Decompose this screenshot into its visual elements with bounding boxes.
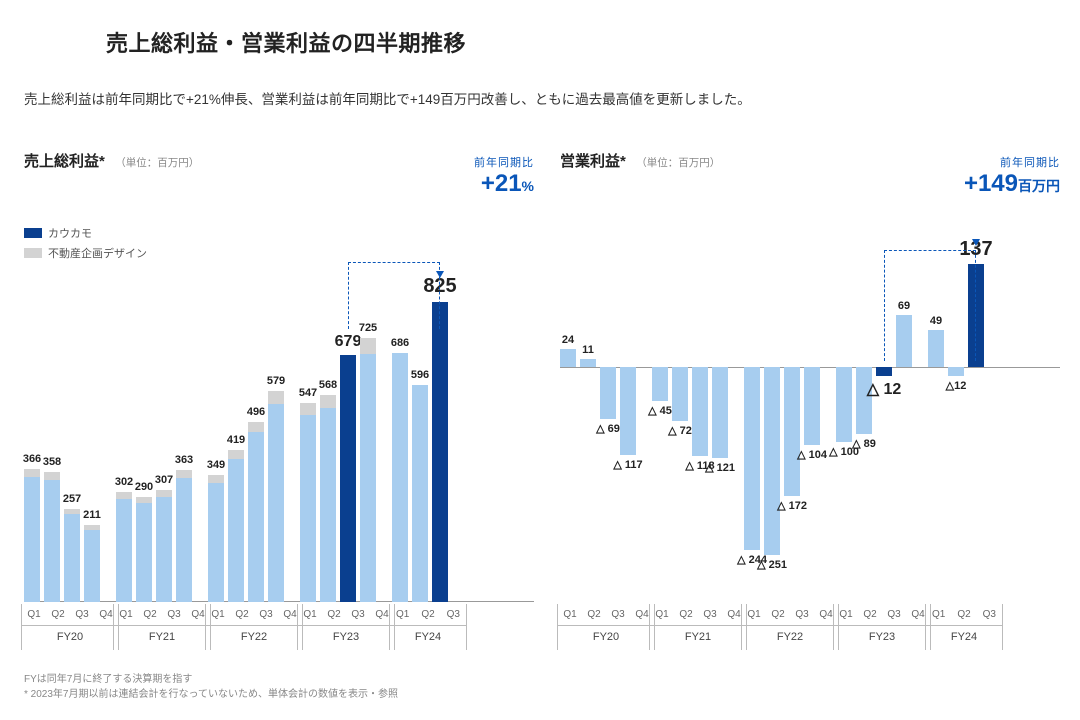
bar	[560, 349, 576, 367]
footnotes: FYは同年7月に終了する決算期を指す* 2023年7月期以前は連結会計を行なって…	[24, 672, 398, 702]
bar	[744, 367, 760, 550]
chart-title: 売上総利益*	[24, 153, 105, 170]
page-title: 売上総利益・営業利益の四半期推移	[106, 26, 466, 58]
bar-value-label: △ 72	[668, 424, 692, 437]
fy-group: Q1Q2Q3Q4FY21	[649, 604, 747, 650]
bar	[620, 367, 636, 455]
plot-area: 2411△ 69△ 117△ 45△ 72△ 118△ 121△ 244△ 25…	[560, 302, 1060, 602]
bar	[600, 367, 616, 419]
bar-value-label: 366	[23, 453, 41, 465]
chart-title: 営業利益*	[560, 153, 626, 170]
bar-value-label: 596	[411, 369, 429, 381]
bar	[136, 497, 152, 602]
bar	[948, 367, 964, 376]
bar	[208, 475, 224, 602]
bar-value-label: 496	[247, 406, 265, 418]
yoy-indicator: 前年同期比 +21%	[474, 154, 534, 198]
bar	[784, 367, 800, 496]
bar-value-label: 211	[83, 509, 101, 521]
bar	[268, 391, 284, 602]
bar-value-label: △ 251	[757, 558, 787, 571]
bar	[300, 403, 316, 602]
bar	[652, 367, 668, 401]
fy-group: Q1Q2Q3Q4FY23	[297, 604, 395, 650]
bar-value-label: 257	[63, 493, 81, 505]
bar-value-label: △ 12	[867, 379, 902, 399]
bar	[764, 367, 780, 555]
bar	[176, 470, 192, 602]
bar-value-label: 358	[43, 456, 61, 468]
bar	[228, 450, 244, 602]
x-axis: Q1Q2Q3Q4FY20Q1Q2Q3Q4FY21Q1Q2Q3Q4FY22Q1Q2…	[560, 602, 1060, 650]
bar-value-label: 419	[227, 434, 245, 446]
bar	[856, 367, 872, 434]
bar	[320, 395, 336, 602]
bar-value-label: △ 121	[705, 461, 735, 474]
bar	[712, 367, 728, 458]
bar-value-label: △ 117	[613, 458, 642, 471]
chart-unit: （単位：百万円）	[636, 157, 720, 169]
bar	[84, 525, 100, 602]
bar-value-label: 290	[135, 481, 153, 493]
fy-group: Q1Q2Q3Q4FY22	[205, 604, 303, 650]
bar-value-label: 302	[115, 476, 133, 488]
bar	[116, 492, 132, 602]
bar	[672, 367, 688, 421]
bar	[44, 472, 60, 602]
bar	[392, 353, 408, 602]
yoy-indicator: 前年同期比 +149百万円	[964, 154, 1060, 198]
fy-group: Q1Q2Q3FY24	[389, 604, 467, 650]
fy-group: Q1Q2Q3Q4FY23	[833, 604, 931, 650]
fy-group: Q1Q2Q3Q4FY20	[557, 604, 655, 650]
bar-value-label: △ 172	[777, 499, 807, 512]
fy-group: Q1Q2Q3Q4FY22	[741, 604, 839, 650]
bar-value-label: △ 104	[797, 448, 827, 461]
gross-profit-chart: 売上総利益* （単位：百万円） 前年同期比 +21% カウカモ不動産企画デザイン…	[24, 150, 534, 680]
fy-group: Q1Q2Q3Q4FY21	[113, 604, 211, 650]
bar-value-label: 11	[582, 344, 594, 356]
bar	[580, 359, 596, 367]
bar-value-label: 579	[267, 375, 285, 387]
bar-value-label: 568	[319, 379, 337, 391]
bar	[360, 338, 376, 602]
bar	[412, 385, 428, 602]
bar-value-label: 686	[391, 337, 409, 349]
fy-group: Q1Q2Q3Q4FY20	[21, 604, 119, 650]
bar	[248, 422, 264, 602]
bar	[836, 367, 852, 442]
bar-value-label: 363	[175, 454, 193, 466]
bar	[432, 302, 448, 602]
yoy-bracket	[884, 250, 976, 361]
x-axis: Q1Q2Q3Q4FY20Q1Q2Q3Q4FY21Q1Q2Q3Q4FY22Q1Q2…	[24, 602, 534, 650]
chart-unit: （単位：百万円）	[115, 157, 199, 169]
bar-value-label: 679	[335, 333, 362, 351]
bar	[692, 367, 708, 456]
bar-value-label: 547	[299, 387, 317, 399]
bar-value-label: △12	[946, 379, 967, 392]
legend-item: 不動産企画デザイン	[24, 245, 147, 261]
legend: カウカモ不動産企画デザイン	[24, 225, 147, 265]
bar-value-label: △ 45	[648, 404, 672, 417]
yoy-bracket	[348, 262, 440, 329]
bar	[64, 509, 80, 602]
bar	[340, 355, 356, 602]
bar	[156, 490, 172, 602]
bar	[804, 367, 820, 445]
legend-item: カウカモ	[24, 225, 147, 241]
bar-value-label: 24	[562, 334, 574, 346]
bar-value-label: 349	[207, 459, 225, 471]
plot-area: 3663582572113022903073633494194965795475…	[24, 302, 534, 602]
bar-value-label: 307	[155, 474, 173, 486]
bar	[876, 367, 892, 376]
bar	[24, 469, 40, 602]
bar-value-label: △ 89	[852, 437, 876, 450]
page-subtitle: 売上総利益は前年同期比で+21%伸長、営業利益は前年同期比で+149百万円改善し…	[24, 88, 751, 108]
fy-group: Q1Q2Q3FY24	[925, 604, 1003, 650]
operating-profit-chart: 営業利益* （単位：百万円） 前年同期比 +149百万円 24 11 △ 69 △ 1…	[560, 150, 1060, 680]
bar-value-label: △ 69	[596, 422, 620, 435]
